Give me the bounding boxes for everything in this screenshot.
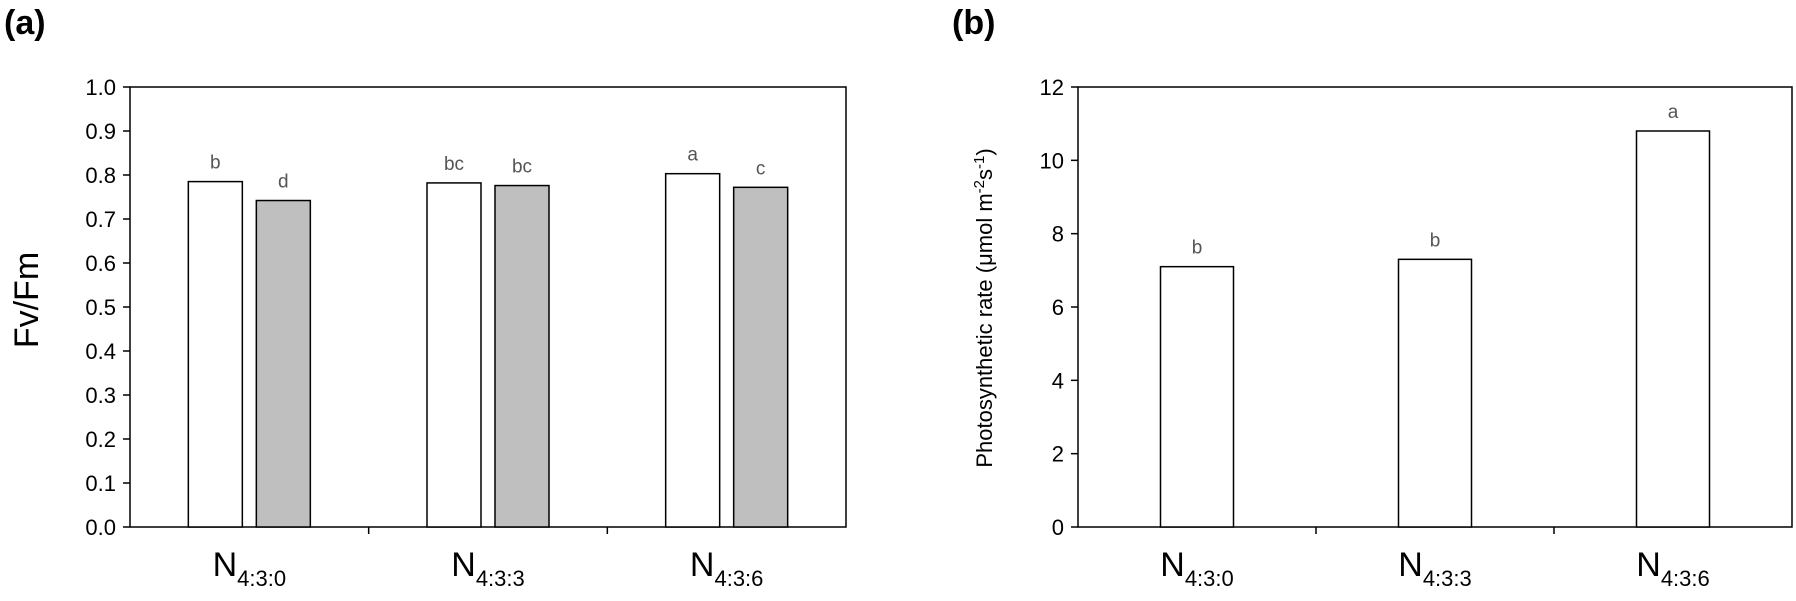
y-tick-label: 1.0 [85, 75, 116, 100]
significance-label: c [756, 158, 766, 179]
y-tick-label: 0.1 [85, 471, 116, 496]
x-tick-label: N4:3:6 [690, 546, 764, 591]
significance-label: a [687, 145, 698, 166]
y-tick-label: 6 [1052, 295, 1064, 320]
y-tick-label: 0.2 [85, 427, 116, 452]
y-tick-label: 10 [1040, 148, 1064, 173]
significance-label: a [1668, 102, 1679, 123]
panel-label-a: (a) [4, 4, 46, 42]
bar [187, 180, 244, 528]
y-axis-label-a: Fv/Fm [8, 252, 46, 348]
x-tick-label: N4:3:6 [1636, 546, 1710, 591]
y-tick-label: 0.8 [85, 163, 116, 188]
significance-label: b [1430, 230, 1441, 251]
x-tick-label: N4:3:0 [213, 546, 286, 591]
x-tick-label: N4:3:3 [451, 546, 525, 591]
bar [1397, 258, 1473, 528]
y-tick-label: 0.0 [85, 515, 116, 540]
bar [1635, 130, 1711, 528]
significance-label: d [278, 172, 289, 193]
panel-label-b: (b) [952, 4, 995, 42]
bar [426, 182, 482, 528]
chart-panel-b: (b) Photosynthetic rate (μmol m-2s-1) 0 2… [952, 4, 1793, 591]
y-tick-label: 0.4 [85, 339, 116, 364]
bar [494, 184, 550, 528]
x-tick-label: N4:3:0 [1160, 546, 1234, 591]
y-tick-label: 0.3 [85, 383, 116, 408]
significance-label: bc [512, 157, 532, 178]
y-tick-label: 0.7 [85, 207, 116, 232]
bar [732, 186, 789, 528]
y-tick-label: 0.9 [85, 119, 116, 144]
significance-label: b [1192, 238, 1203, 259]
y-tick-label: 12 [1040, 75, 1064, 100]
y-tick-label: 8 [1052, 222, 1064, 247]
bar [664, 172, 721, 528]
significance-label: bc [444, 154, 464, 175]
y-tick-label: 0 [1052, 515, 1064, 540]
y-tick-label: 2 [1052, 442, 1064, 467]
chart-panel-a: (a) Fv/Fm 0.0 0.1 0.2 0.3 0.4 0.5 0.6 0.7 0.8 0.9… [4, 4, 847, 591]
significance-label: b [210, 153, 221, 174]
y-tick-label: 0.5 [85, 295, 116, 320]
bar [255, 199, 312, 528]
y-tick-label: 4 [1052, 368, 1064, 393]
bar [1159, 265, 1235, 528]
y-tick-label: 0.6 [85, 251, 116, 276]
x-tick-label: N4:3:3 [1398, 546, 1472, 591]
y-axis-label-b: Photosynthetic rate (μmol m-2s-1) [971, 148, 997, 467]
